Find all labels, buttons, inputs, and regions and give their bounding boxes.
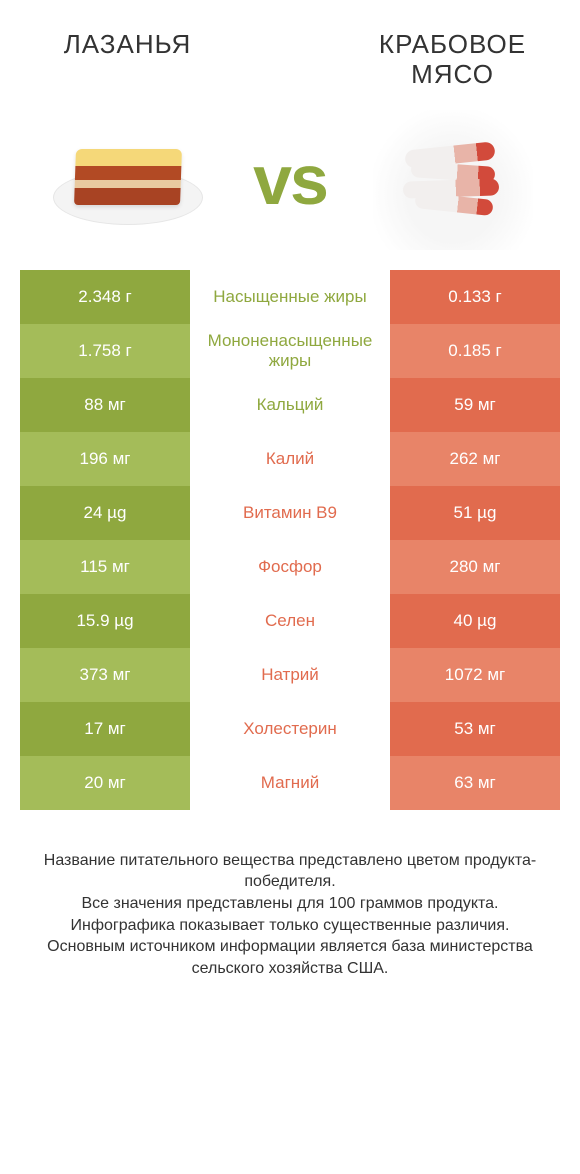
footer-line: Название питательного вещества представл… bbox=[36, 850, 544, 893]
table-row: 15.9 µgСелен40 µg bbox=[20, 594, 560, 648]
crab-meat-icon bbox=[373, 110, 533, 250]
value-right: 262 мг bbox=[390, 432, 560, 486]
value-right: 51 µg bbox=[390, 486, 560, 540]
nutrient-label: Холестерин bbox=[190, 702, 390, 756]
nutrient-label: Витамин B9 bbox=[190, 486, 390, 540]
value-left: 15.9 µg bbox=[20, 594, 190, 648]
value-left: 2.348 г bbox=[20, 270, 190, 324]
table-row: 20 мгМагний63 мг bbox=[20, 756, 560, 810]
nutrient-label: Калий bbox=[190, 432, 390, 486]
title-row: Лазанья Крабовое мясо bbox=[20, 20, 560, 100]
table-row: 373 мгНатрий1072 мг bbox=[20, 648, 560, 702]
footer-line: Все значения представлены для 100 граммо… bbox=[36, 893, 544, 915]
value-left: 373 мг bbox=[20, 648, 190, 702]
table-row: 196 мгКалий262 мг bbox=[20, 432, 560, 486]
footer-notes: Название питательного вещества представл… bbox=[20, 850, 560, 980]
table-row: 2.348 гНасыщенные жиры0.133 г bbox=[20, 270, 560, 324]
comparison-table: 2.348 гНасыщенные жиры0.133 г1.758 гМоно… bbox=[20, 270, 560, 810]
value-left: 115 мг bbox=[20, 540, 190, 594]
value-right: 1072 мг bbox=[390, 648, 560, 702]
nutrient-label: Натрий bbox=[190, 648, 390, 702]
images-row: vs bbox=[20, 110, 560, 250]
table-row: 88 мгКальций59 мг bbox=[20, 378, 560, 432]
nutrient-label: Магний bbox=[190, 756, 390, 810]
value-left: 196 мг bbox=[20, 432, 190, 486]
table-row: 1.758 гМононенасыщенные жиры0.185 г bbox=[20, 324, 560, 378]
table-row: 115 мгФосфор280 мг bbox=[20, 540, 560, 594]
value-right: 0.185 г bbox=[390, 324, 560, 378]
value-right: 63 мг bbox=[390, 756, 560, 810]
value-right: 53 мг bbox=[390, 702, 560, 756]
nutrient-label: Мононенасыщенные жиры bbox=[190, 324, 390, 378]
image-right bbox=[365, 110, 540, 250]
footer-line: Основным источником информации является … bbox=[36, 936, 544, 979]
footer-line: Инфографика показывает только существенн… bbox=[36, 915, 544, 937]
vs-label: vs bbox=[225, 140, 355, 220]
value-left: 1.758 г bbox=[20, 324, 190, 378]
value-left: 24 µg bbox=[20, 486, 190, 540]
nutrient-label: Селен bbox=[190, 594, 390, 648]
nutrient-label: Кальций bbox=[190, 378, 390, 432]
value-right: 40 µg bbox=[390, 594, 560, 648]
value-right: 59 мг bbox=[390, 378, 560, 432]
table-row: 17 мгХолестерин53 мг bbox=[20, 702, 560, 756]
value-left: 17 мг bbox=[20, 702, 190, 756]
lasagna-icon bbox=[53, 135, 203, 225]
value-right: 280 мг bbox=[390, 540, 560, 594]
nutrient-label: Фосфор bbox=[190, 540, 390, 594]
value-left: 88 мг bbox=[20, 378, 190, 432]
image-left bbox=[40, 110, 215, 250]
value-right: 0.133 г bbox=[390, 270, 560, 324]
title-left: Лазанья bbox=[20, 20, 235, 70]
value-left: 20 мг bbox=[20, 756, 190, 810]
table-row: 24 µgВитамин B951 µg bbox=[20, 486, 560, 540]
nutrient-label: Насыщенные жиры bbox=[190, 270, 390, 324]
title-right: Крабовое мясо bbox=[345, 20, 560, 100]
infographic-root: Лазанья Крабовое мясо vs 2.348 гНасыщенн… bbox=[0, 0, 580, 989]
